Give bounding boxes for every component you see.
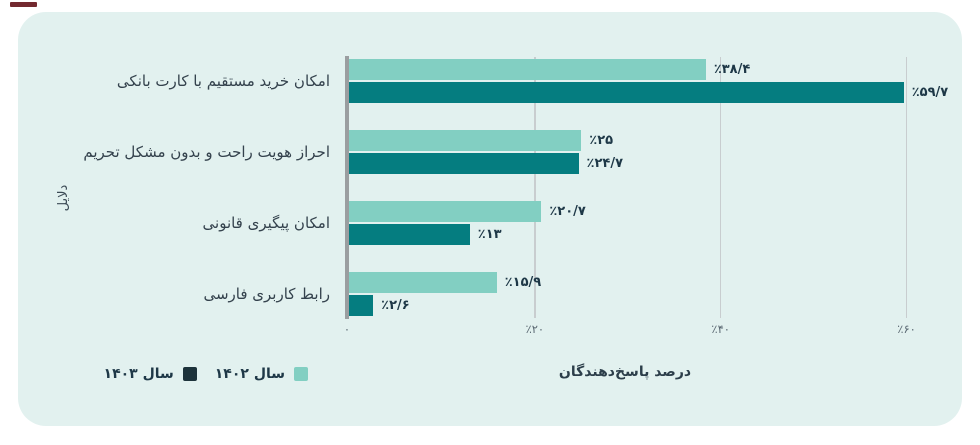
category-label: احراز هویت راحت و بدون مشکل تحریم (83, 143, 330, 161)
bar-سال ۱۴۰۲-2 (349, 201, 542, 222)
gridline-40 (719, 57, 722, 318)
bar-سال ۱۴۰۲-1 (349, 130, 582, 151)
legend-label: سال ۱۴۰۲ (214, 366, 285, 382)
y-axis-title: دلایل (56, 184, 71, 212)
gridline-60 (905, 57, 908, 318)
bar-سال ۱۴۰۲-0 (349, 59, 706, 80)
bar-value-label: ٪۲۰/۷ (549, 204, 586, 219)
legend-item-سال ۱۴۰۳: سال ۱۴۰۳ (104, 366, 197, 382)
x-tick-label: ٪۴۰ (711, 322, 730, 336)
bar-value-label: ٪۲/۶ (381, 298, 410, 313)
bar-value-label: ٪۲۵ (589, 133, 614, 148)
legend-swatch (182, 367, 197, 381)
category-row: رابط کاربری فارسی (38, 271, 330, 317)
bar-value-label: ٪۳۸/۴ (713, 62, 751, 77)
legend-swatch (294, 367, 308, 381)
category-row: امکان پیگیری قانونی (38, 200, 330, 246)
y-axis-title-wrap: دلایل (52, 168, 72, 228)
legend-label: سال ۱۴۰۳ (103, 366, 174, 382)
legend: سال ۱۴۰۲ سال ۱۴۰۳ (104, 360, 308, 388)
plot-area: ٪۳۸/۴ ٪۵۹/۷ ٪۲۵ ٪۲۴/۷ ٪۲۰/۷ ٪۱۳ ٪۱۵/۹ ٪۲/۶ امکا… (18, 12, 962, 426)
category-row: امکان خرید مستقیم با کارت بانکی (38, 58, 330, 104)
bar-value-label: ٪۵۹/۷ (911, 85, 949, 100)
x-tick-label: ۰ (343, 322, 351, 336)
gridline-20 (534, 57, 536, 318)
x-tick-label: ٪۶۰ (897, 322, 916, 336)
category-label: رابط کاربری فارسی (203, 285, 330, 303)
bar-value-label: ٪۱۳ (477, 227, 502, 242)
bar-سال ۱۴۰۳-3 (349, 295, 374, 316)
category-row: احراز هویت راحت و بدون مشکل تحریم (38, 129, 330, 175)
chart-card: ٪۳۸/۴ ٪۵۹/۷ ٪۲۵ ٪۲۴/۷ ٪۲۰/۷ ٪۱۳ ٪۱۵/۹ ٪۲/۶ امکا… (18, 12, 962, 426)
category-label: امکان خرید مستقیم با کارت بانکی (116, 72, 330, 90)
bar-سال ۱۴۰۳-1 (349, 153, 579, 174)
corner-mark (10, 2, 37, 7)
category-label: امکان پیگیری قانونی (202, 214, 330, 232)
bar-سال ۱۴۰۲-3 (349, 272, 497, 293)
x-axis-title: درصد پاسخ‌دهندگان (558, 364, 692, 380)
bar-value-label: ٪۱۵/۹ (504, 275, 542, 290)
y-axis-line (345, 56, 349, 319)
bar-سال ۱۴۰۳-0 (349, 82, 904, 103)
bar-سال ۱۴۰۳-2 (349, 224, 470, 245)
legend-item-سال ۱۴۰۲: سال ۱۴۰۲ (215, 366, 308, 382)
bar-value-label: ٪۲۴/۷ (586, 156, 624, 171)
x-tick-label: ٪۲۰ (525, 322, 545, 336)
